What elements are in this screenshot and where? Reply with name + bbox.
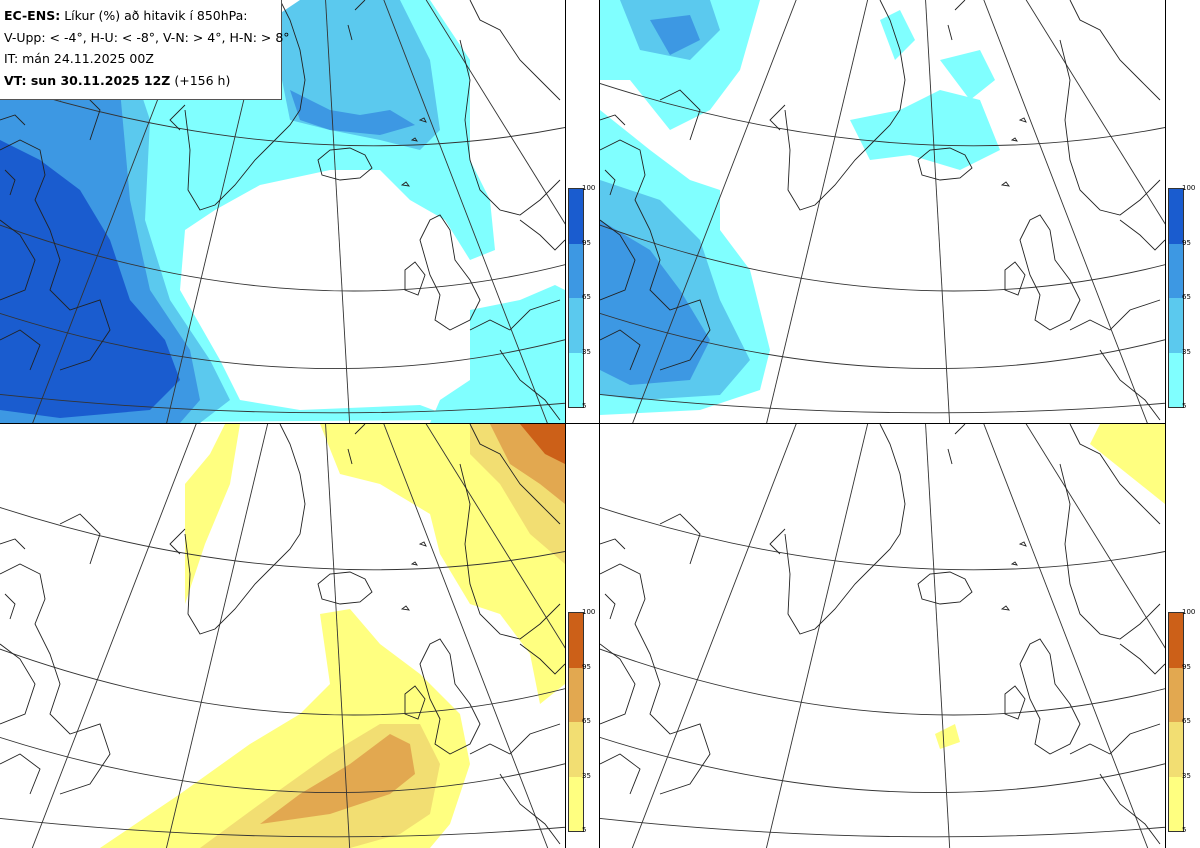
tick-label: 95 — [582, 662, 591, 671]
valid-time-line: VT: sun 30.11.2025 12Z (+156 h) — [4, 70, 281, 92]
colorbar-ticks-lower-right: 100 95 65 35 5 — [1182, 608, 1200, 834]
map-upper-left — [0, 0, 565, 423]
colorbar-upper-right — [1168, 188, 1184, 408]
map-panel-lower-right — [600, 424, 1165, 848]
valid-time: VT: sun 30.11.2025 12Z — [4, 72, 171, 88]
colorbar-lower-left — [568, 612, 584, 832]
map-panel-upper-right — [600, 0, 1165, 423]
tick-label: 5 — [582, 826, 587, 834]
info-title-line: EC-ENS: Líkur (%) að hitavik í 850hPa: — [4, 5, 281, 27]
tick-label: 5 — [582, 402, 587, 410]
tick-label: 100 — [582, 608, 596, 616]
tick-label: 100 — [1182, 184, 1196, 192]
tick-label: 95 — [1182, 238, 1191, 247]
tick-label: 35 — [582, 771, 591, 780]
tick-label: 95 — [582, 238, 591, 247]
init-time: IT: mán 24.11.2025 00Z — [4, 51, 154, 66]
colorbar-upper-left — [568, 188, 584, 408]
tick-label: 65 — [1182, 293, 1191, 301]
colorbar-lower-right — [1168, 612, 1184, 832]
tick-label: 100 — [582, 184, 596, 192]
colorbar-ticks-upper-right: 100 95 65 35 5 — [1182, 184, 1200, 410]
categories-text: V-Upp: < -4°, H-U: < -8°, V-N: > 4°, H-N… — [4, 29, 290, 45]
map-panel-lower-left — [0, 424, 565, 848]
map-upper-right — [600, 0, 1165, 423]
right-edge-divider — [1165, 0, 1166, 848]
colorbar-ticks-upper-left: 100 95 65 35 5 — [582, 184, 600, 410]
tick-label: 65 — [582, 293, 591, 301]
map-lower-right — [600, 424, 1165, 848]
tick-label: 95 — [1182, 662, 1191, 671]
tick-label: 35 — [582, 347, 591, 356]
model-name: EC-ENS: — [4, 8, 61, 23]
map-panel-upper-left — [0, 0, 565, 423]
tick-label: 5 — [1182, 402, 1187, 410]
map-lower-left — [0, 424, 565, 848]
tick-label: 35 — [1182, 347, 1191, 356]
vertical-divider-right — [599, 0, 600, 848]
colorbar-ticks-lower-left: 100 95 65 35 5 — [582, 608, 600, 834]
tick-label: 100 — [1182, 608, 1196, 616]
tick-label: 35 — [1182, 771, 1191, 780]
vertical-divider — [565, 0, 566, 848]
info-box: EC-ENS: Líkur (%) að hitavik í 850hPa: V… — [0, 0, 290, 100]
horizontal-divider — [0, 423, 1165, 424]
tick-label: 5 — [1182, 826, 1187, 834]
tick-label: 65 — [582, 717, 591, 725]
lead-time: (+156 h) — [174, 72, 231, 88]
tick-label: 65 — [1182, 717, 1191, 725]
title-text: Líkur (%) að hitavik í 850hPa: — [64, 8, 248, 23]
